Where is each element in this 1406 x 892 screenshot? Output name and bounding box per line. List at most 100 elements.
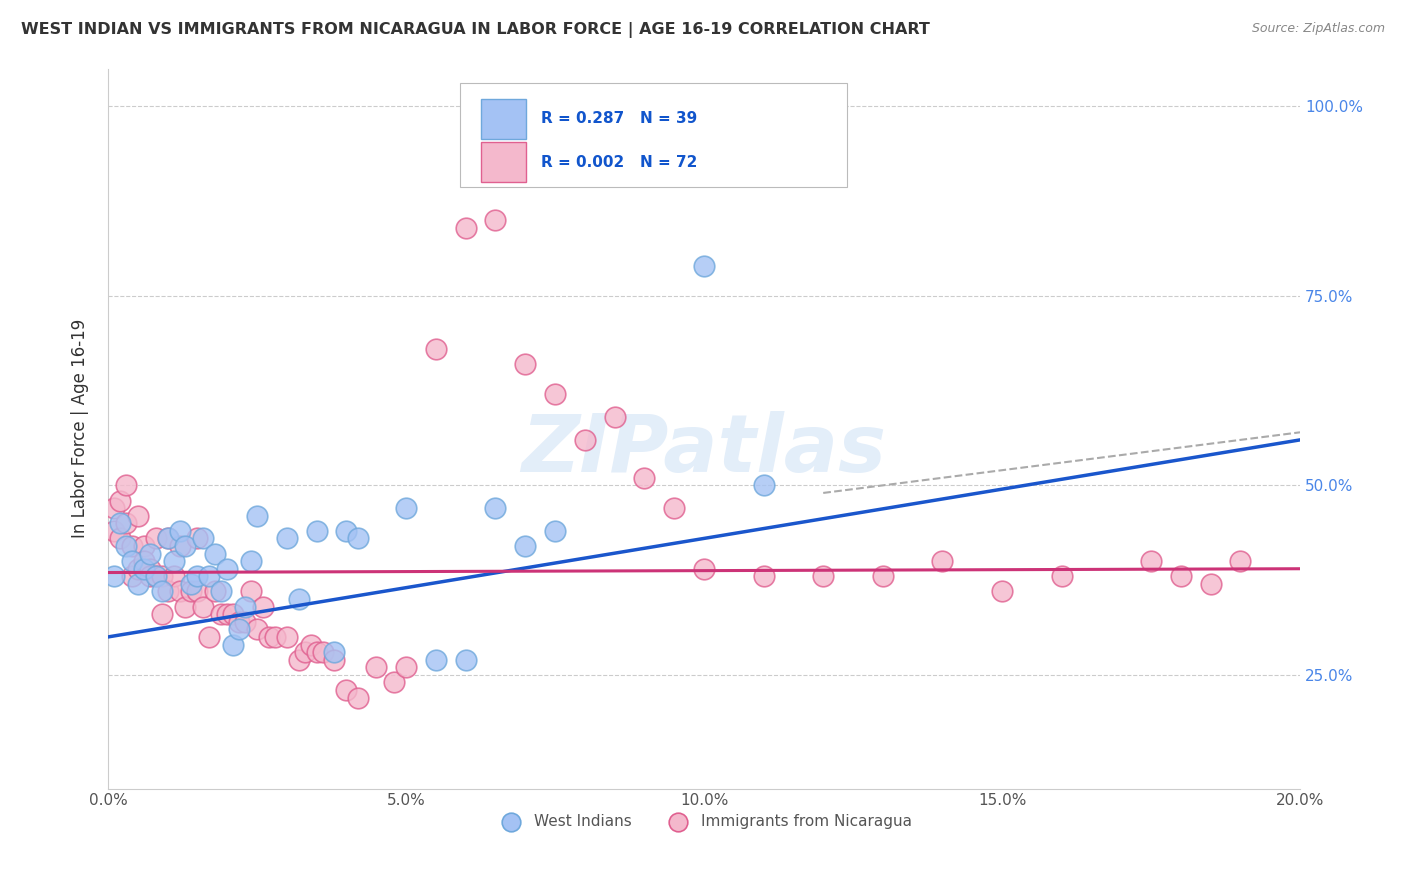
Text: Source: ZipAtlas.com: Source: ZipAtlas.com	[1251, 22, 1385, 36]
Point	[931, 554, 953, 568]
Point	[145, 569, 167, 583]
Y-axis label: In Labor Force | Age 16-19: In Labor Force | Age 16-19	[72, 319, 89, 538]
Text: WEST INDIAN VS IMMIGRANTS FROM NICARAGUA IN LABOR FORCE | AGE 16-19 CORRELATION : WEST INDIAN VS IMMIGRANTS FROM NICARAGUA…	[21, 22, 929, 38]
Point	[515, 357, 537, 371]
FancyBboxPatch shape	[460, 83, 846, 187]
Point	[180, 577, 202, 591]
Point	[347, 690, 370, 705]
Point	[287, 592, 309, 607]
Point	[382, 675, 405, 690]
Point	[174, 539, 197, 553]
Point	[544, 524, 567, 538]
Text: R = 0.287   N = 39: R = 0.287 N = 39	[541, 112, 697, 127]
Point	[186, 569, 208, 583]
Point	[150, 569, 173, 583]
Point	[132, 539, 155, 553]
Point	[246, 623, 269, 637]
Point	[264, 630, 287, 644]
Point	[222, 638, 245, 652]
Point	[204, 547, 226, 561]
Point	[209, 607, 232, 622]
Point	[186, 584, 208, 599]
Point	[574, 433, 596, 447]
Point	[180, 584, 202, 599]
Point	[138, 547, 160, 561]
Point	[311, 645, 333, 659]
Point	[240, 584, 263, 599]
Point	[484, 501, 506, 516]
Point	[752, 478, 775, 492]
Point	[425, 342, 447, 356]
Point	[121, 539, 143, 553]
Point	[1140, 554, 1163, 568]
Point	[162, 554, 184, 568]
Point	[1050, 569, 1073, 583]
Point	[138, 562, 160, 576]
Point	[138, 569, 160, 583]
Point	[193, 532, 215, 546]
Point	[209, 584, 232, 599]
Legend: West Indians, Immigrants from Nicaragua: West Indians, Immigrants from Nicaragua	[491, 807, 918, 835]
Point	[664, 501, 686, 516]
Point	[228, 623, 250, 637]
Point	[752, 569, 775, 583]
Point	[454, 220, 477, 235]
FancyBboxPatch shape	[481, 99, 526, 139]
Point	[347, 532, 370, 546]
Point	[233, 615, 256, 629]
Point	[1170, 569, 1192, 583]
Point	[299, 638, 322, 652]
Point	[169, 524, 191, 538]
Point	[193, 599, 215, 614]
Point	[217, 562, 239, 576]
Point	[323, 645, 346, 659]
Point	[240, 554, 263, 568]
Point	[294, 645, 316, 659]
Point	[198, 569, 221, 583]
Point	[169, 539, 191, 553]
Point	[150, 584, 173, 599]
Point	[1199, 577, 1222, 591]
Point	[484, 213, 506, 227]
Point	[127, 508, 149, 523]
Point	[204, 584, 226, 599]
Point	[145, 569, 167, 583]
Point	[252, 599, 274, 614]
Point	[156, 532, 179, 546]
Point	[115, 516, 138, 531]
Point	[108, 493, 131, 508]
Point	[276, 630, 298, 644]
Point	[395, 660, 418, 674]
Point	[257, 630, 280, 644]
Point	[305, 524, 328, 538]
Point	[335, 524, 357, 538]
Point	[633, 471, 655, 485]
Point	[335, 683, 357, 698]
Point	[395, 501, 418, 516]
Point	[103, 524, 125, 538]
Point	[693, 562, 716, 576]
Point	[246, 508, 269, 523]
Point	[233, 599, 256, 614]
Point	[276, 532, 298, 546]
Point	[174, 599, 197, 614]
Point	[145, 532, 167, 546]
Point	[515, 539, 537, 553]
Point	[454, 653, 477, 667]
Point	[366, 660, 388, 674]
Point	[544, 387, 567, 401]
Point	[156, 532, 179, 546]
Text: R = 0.002   N = 72: R = 0.002 N = 72	[541, 154, 697, 169]
Point	[103, 501, 125, 516]
Point	[115, 478, 138, 492]
Point	[305, 645, 328, 659]
Point	[108, 532, 131, 546]
Point	[103, 569, 125, 583]
Point	[603, 410, 626, 425]
Point	[693, 259, 716, 273]
Point	[115, 539, 138, 553]
Point	[287, 653, 309, 667]
Point	[162, 569, 184, 583]
Point	[222, 607, 245, 622]
Point	[811, 569, 834, 583]
